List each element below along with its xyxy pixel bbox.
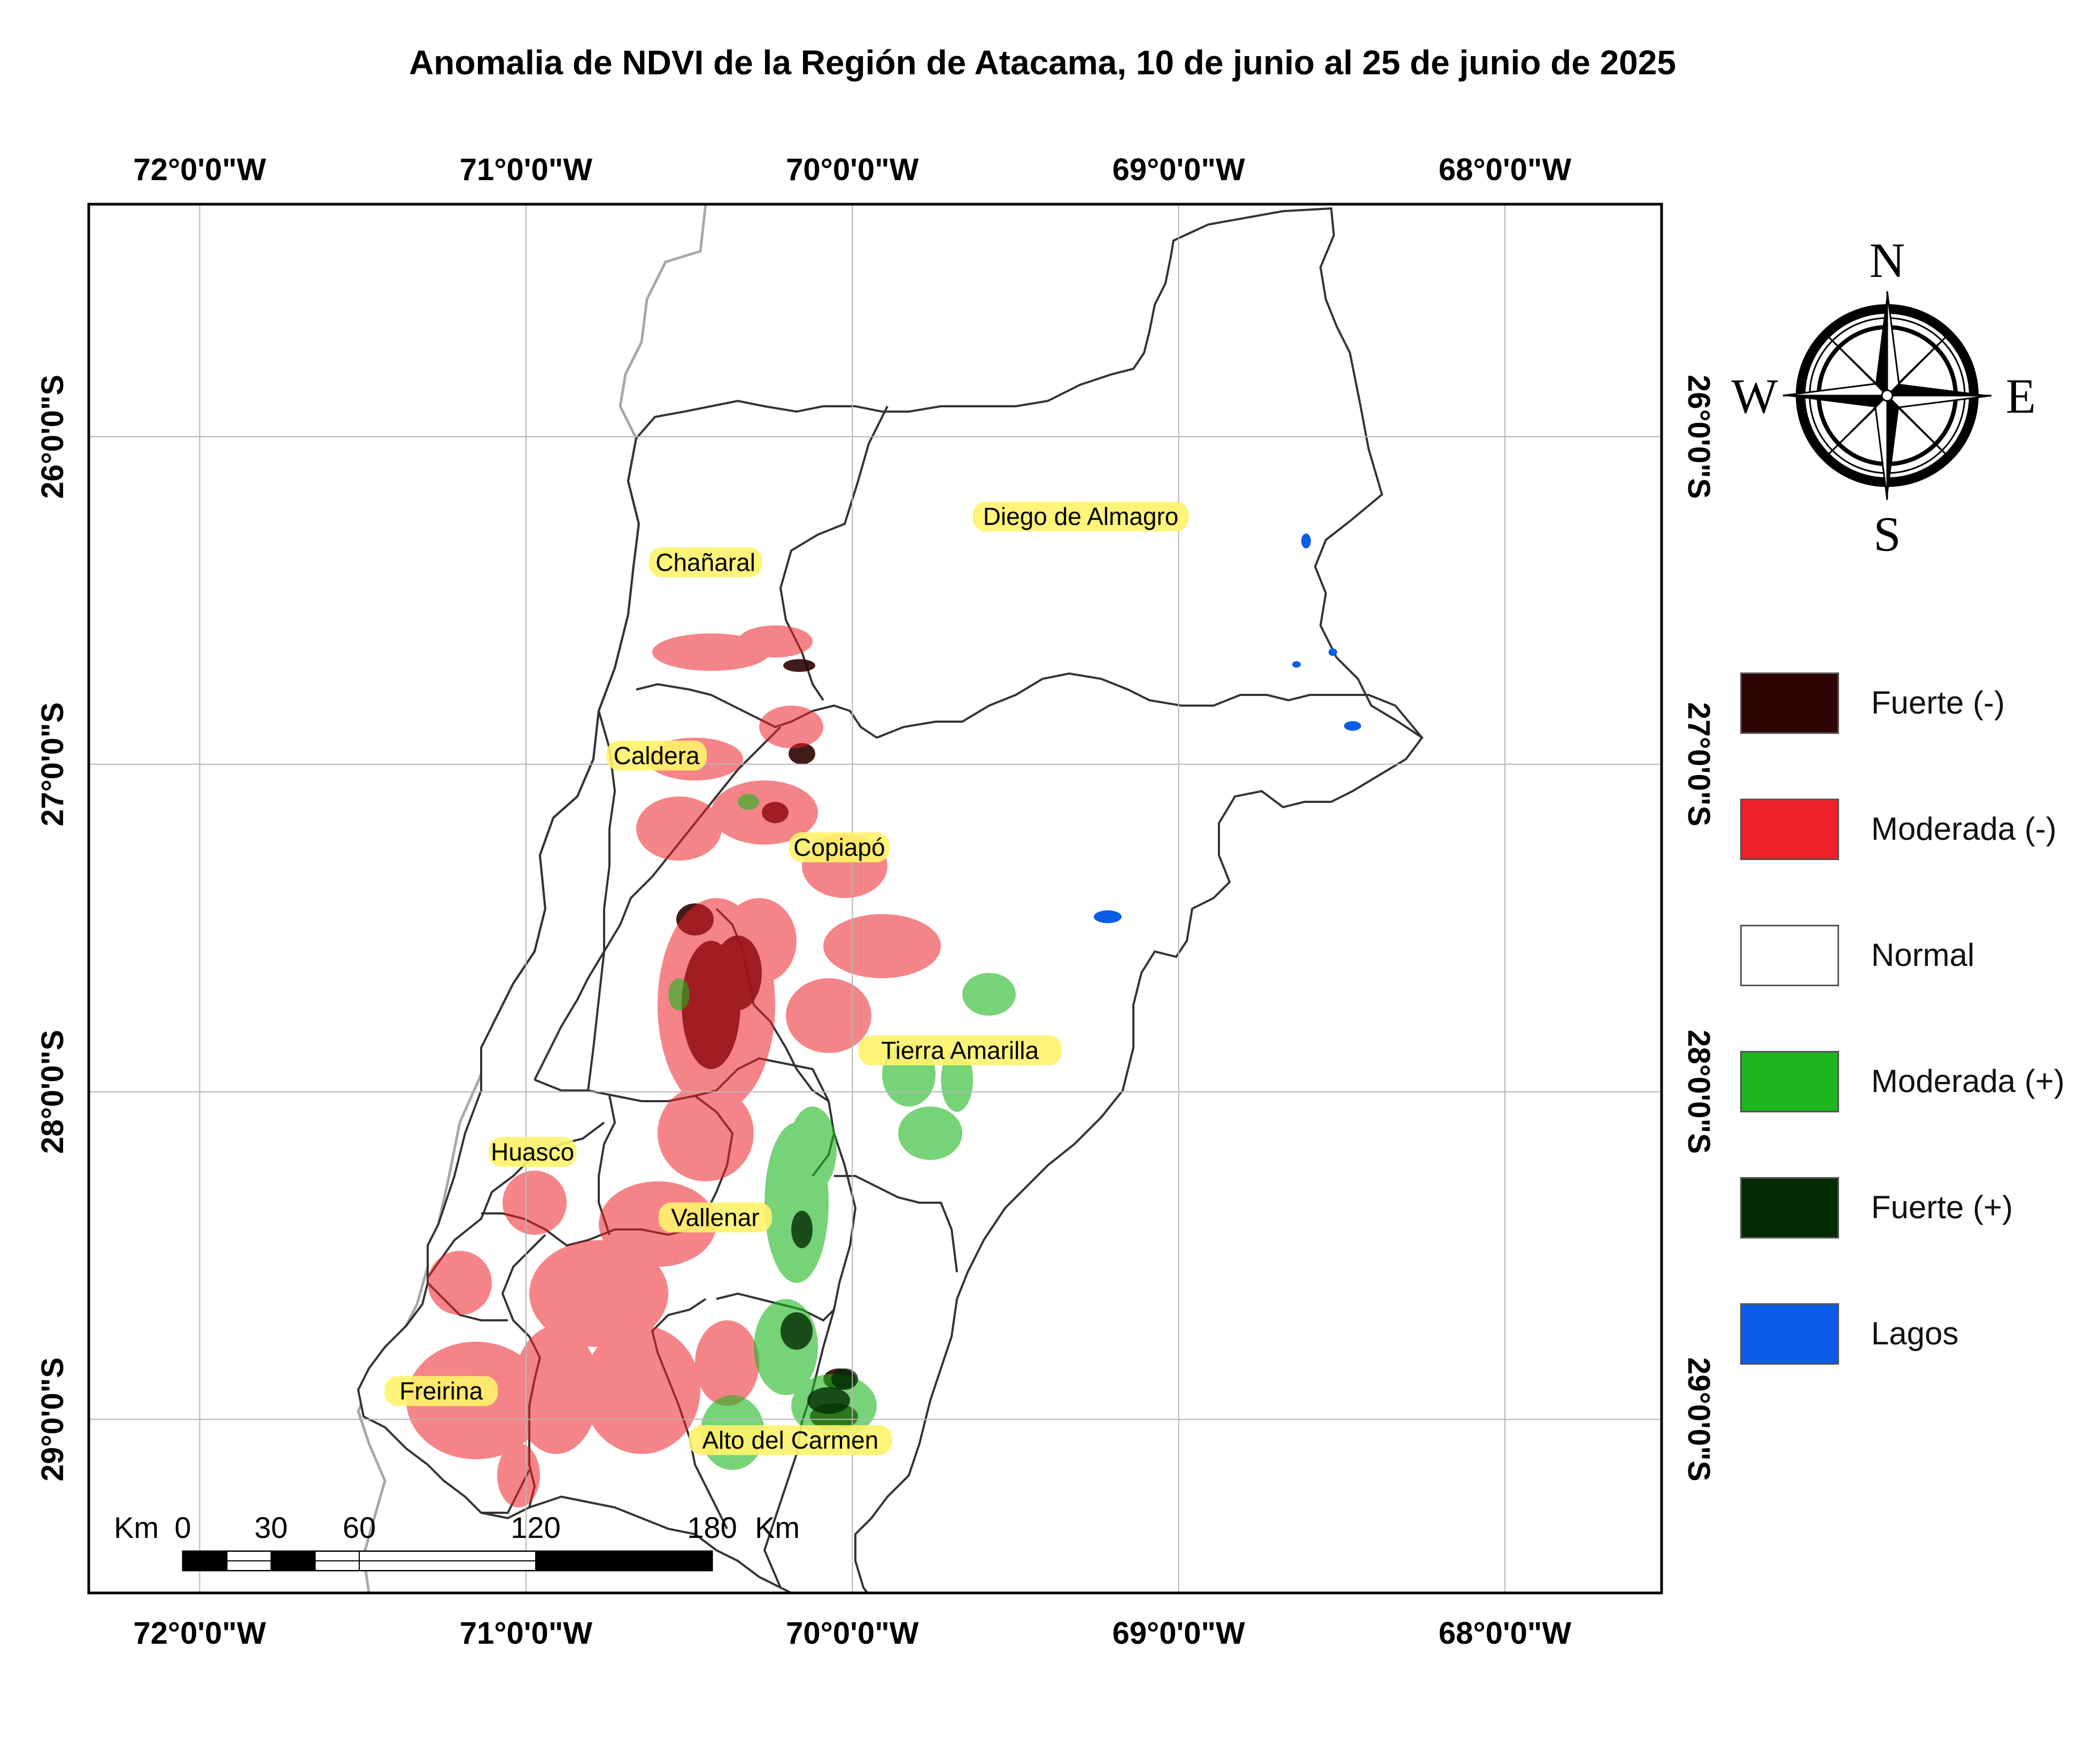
legend-item: Lagos [1740,1303,2082,1373]
legend-item: Moderada (-) [1740,799,2082,868]
scale-bar-tick-label: 180 [687,1511,737,1544]
scale-bar: 0 30 60 120 180 Km Km [114,1511,800,1572]
place-label-halo [689,1425,892,1456]
coordinate-labels: 72°0'0"W 72°0'0"W 71°0'0"W 71°0'0"W 70°0'0"W… [35,152,1716,1651]
legend-label: Moderada (+) [1871,1063,2065,1099]
legend-label: Fuerte (+) [1871,1189,2013,1225]
legend-swatch [1740,1177,1839,1239]
legend-swatch [1740,1051,1839,1112]
place-label: Caldera [606,740,707,771]
place-label-text: Huasco [491,1138,574,1166]
legend-label: Lagos [1871,1316,1959,1351]
legend-label: Normal [1871,937,1975,973]
latitude-label-left: 29°0'0"S [35,1357,70,1481]
longitude-label-top: 72°0'0"W [133,152,266,187]
latitude-label-right: 28°0'0"S [1681,1030,1716,1154]
place-label: Tierra Amarilla [858,1035,1062,1065]
place-label-text: Vallenar [671,1203,759,1231]
legend-item: Normal [1740,925,2082,994]
place-label-text: Tierra Amarilla [881,1036,1039,1064]
latitude-label-right: 27°0'0"S [1681,702,1716,826]
scale-bar-unit-right: Km [755,1511,800,1544]
compass-west: W [1732,369,1778,423]
graticule [89,204,1662,1593]
latitude-label-left: 27°0'0"S [35,702,70,826]
legend-item: Fuerte (-) [1740,672,2082,742]
latitude-label-right: 29°0'0"S [1681,1357,1716,1481]
place-label-text: Chañaral [655,548,755,576]
scale-bar-tick-label: 120 [511,1511,560,1544]
place-label-halo [648,547,762,578]
legend-item: Moderada (+) [1740,1051,2082,1120]
place-label-text: Freirina [399,1377,483,1405]
compass-main-points [1782,291,1992,500]
place-labels: Chañaral Diego de Almagro Caldera Copiapó Ti… [384,501,1189,1456]
place-label: Huasco [489,1136,577,1167]
longitude-label-bottom: 68°0'0"W [1439,1616,1572,1651]
longitude-label-top: 68°0'0"W [1439,152,1572,187]
place-label-halo [606,740,707,771]
anomaly-moderada-neg [406,625,941,1507]
map-area: Chañaral Diego de Almagro Caldera Copiapó Ti… [89,204,1662,1593]
longitude-label-top: 71°0'0"W [460,152,593,187]
longitude-label-top: 69°0'0"W [1113,152,1246,187]
place-label-text: Alto del Carmen [702,1426,878,1454]
place-label-text: Copiapó [793,833,885,861]
longitude-label-bottom: 71°0'0"W [460,1616,593,1651]
place-label: Chañaral [648,547,762,578]
place-label-halo [384,1376,498,1406]
longitude-label-bottom: 70°0'0"W [786,1616,919,1651]
place-label-halo [789,832,890,863]
map-frame [87,203,1663,1595]
place-label-halo [489,1136,577,1167]
latitude-label-left: 26°0'0"S [35,375,70,499]
compass-east: E [2006,369,2036,423]
legend-swatch [1740,925,1839,986]
place-label-halo [858,1035,1062,1065]
place-label-halo [972,501,1189,532]
place-label-text: Caldera [614,742,700,770]
longitude-label-bottom: 69°0'0"W [1113,1616,1246,1651]
place-label-text: Diego de Almagro [983,502,1179,530]
place-label: Copiapó [789,832,890,863]
scale-bar-tick-label: 60 [343,1511,376,1544]
legend-swatch [1740,799,1839,860]
place-label: Diego de Almagro [972,501,1189,532]
place-label: Alto del Carmen [689,1425,892,1456]
legend-label: Moderada (-) [1871,811,2057,847]
lakes [1094,533,1361,923]
longitude-label-top: 70°0'0"W [786,152,919,187]
legend-label: Fuerte (-) [1871,685,2005,721]
legend-item: Fuerte (+) [1740,1177,2082,1247]
place-label-halo [658,1202,772,1233]
legend-swatch [1740,1303,1839,1365]
compass-north: N [1870,233,1905,288]
map-title: Anomalia de NDVI de la Región de Atacama… [409,43,1676,82]
anomaly-fuerte-pos [781,1211,858,1414]
scale-bar-tick-label: 30 [254,1511,288,1544]
compass-rose: N S E W [1732,233,2036,561]
place-label: Freirina [384,1376,498,1406]
legend-swatch [1740,672,1839,734]
compass-south: S [1873,507,1901,561]
latitude-label-left: 28°0'0"S [35,1030,70,1154]
scale-bar-midline [182,1560,713,1571]
scale-bar-unit-left: Km [114,1511,159,1544]
scale-bar-tick-label: 0 [174,1511,191,1544]
latitude-label-right: 26°0'0"S [1681,375,1716,499]
longitude-label-bottom: 72°0'0"W [133,1616,266,1651]
place-label: Vallenar [658,1202,772,1233]
